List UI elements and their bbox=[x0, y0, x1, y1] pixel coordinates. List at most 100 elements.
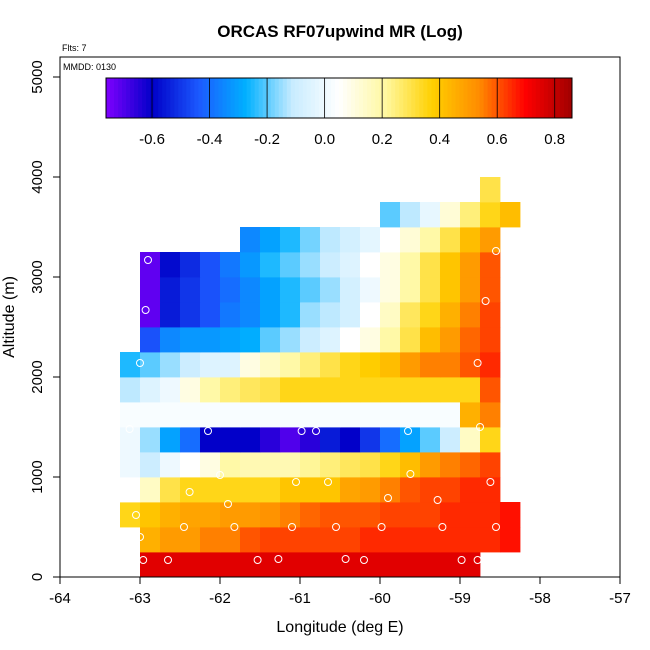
heatmap-cell-r10-c3 bbox=[200, 302, 221, 328]
heatmap-cell-r9-c2 bbox=[180, 327, 201, 353]
heatmap-cell-r2-c18 bbox=[480, 502, 501, 528]
heatmap-cell-r9-c12 bbox=[380, 327, 401, 353]
heatmap-cell-r5-c11 bbox=[340, 427, 361, 453]
heatmap-cell-r12-c7 bbox=[280, 252, 301, 278]
heatmap-cell-r5-c1 bbox=[140, 427, 161, 453]
colorbar-swatch-94 bbox=[483, 78, 489, 118]
colorbar-swatch-58 bbox=[339, 78, 344, 118]
colorbar-tick-label-7: 0.8 bbox=[544, 131, 565, 148]
heatmap-cell-r8-c7 bbox=[260, 352, 281, 378]
heatmap-cell-r2-c3 bbox=[180, 502, 201, 528]
heatmap-cell-r6-c2 bbox=[160, 402, 181, 428]
observation-point-26 bbox=[384, 494, 392, 502]
heatmap-cell-r2-c1 bbox=[140, 502, 161, 528]
heatmap-cell-r2-c2 bbox=[160, 502, 181, 528]
heatmap-cell-r4-c3 bbox=[180, 452, 201, 478]
heatmap-cell-r9-c9 bbox=[320, 327, 341, 353]
observation-points bbox=[125, 247, 500, 564]
heatmap-cell-r12-c2 bbox=[180, 252, 201, 278]
x-tick-label-1: -63 bbox=[129, 590, 151, 607]
heatmap-cell-r11-c3 bbox=[200, 277, 221, 303]
y-tick-label-0: 0 bbox=[29, 573, 46, 581]
heatmap-cell-r3-c17 bbox=[460, 477, 481, 503]
colorbar-swatch-103 bbox=[519, 78, 525, 118]
heatmap-cell-r13-c2 bbox=[280, 227, 301, 253]
heatmap-cell-r11-c8 bbox=[300, 277, 321, 303]
heatmap-cell-r1-c4 bbox=[220, 527, 241, 553]
observation-point-31 bbox=[457, 556, 466, 564]
observation-point-38 bbox=[492, 247, 500, 255]
heatmap-cell-r9-c16 bbox=[460, 327, 481, 353]
heatmap-cell-r4-c10 bbox=[320, 452, 341, 478]
heatmap-cell-r11-c6 bbox=[260, 277, 281, 303]
colorbar-swatch-80 bbox=[427, 78, 432, 118]
heatmap-cell-r5-c9 bbox=[300, 427, 321, 453]
observation-point-27 bbox=[404, 427, 412, 435]
colorbar-frame bbox=[105, 77, 573, 119]
heatmap-cell-r3-c5 bbox=[220, 477, 241, 503]
colorbar-swatch-86 bbox=[451, 78, 456, 118]
heatmap-cell-r7-c5 bbox=[220, 377, 241, 403]
heatmap-cell-r3-c8 bbox=[280, 477, 301, 503]
heatmap-cell-r13-c4 bbox=[320, 227, 341, 253]
heatmap-cell-r4-c5 bbox=[220, 452, 241, 478]
colorbar-swatch-92 bbox=[475, 78, 481, 118]
heatmap-cell-r5-c2 bbox=[160, 427, 181, 453]
heatmap-cell-r13-c3 bbox=[300, 227, 321, 253]
colorbar-swatch-62 bbox=[355, 78, 360, 118]
colorbar-swatch-49 bbox=[302, 78, 308, 118]
colorbar-swatch-53 bbox=[318, 78, 324, 118]
heatmap-cell-r9-c14 bbox=[420, 327, 441, 353]
colorbar-swatch-15 bbox=[166, 78, 171, 118]
colorbar-swatch-90 bbox=[467, 78, 473, 118]
heatmap-cell-r10-c0 bbox=[140, 302, 161, 328]
colorbar-swatch-23 bbox=[198, 78, 203, 118]
heatmap-cell-r9-c4 bbox=[220, 327, 241, 353]
heatmap-cell-r9-c6 bbox=[260, 327, 281, 353]
heatmap-cell-r4-c0 bbox=[120, 452, 141, 478]
observation-point-18 bbox=[292, 478, 300, 486]
heatmap-cell-r7-c9 bbox=[300, 377, 321, 403]
heatmap-cell-r11-c10 bbox=[340, 277, 361, 303]
heatmap-cell-r4-c8 bbox=[280, 452, 301, 478]
heatmap-cell-r10-c12 bbox=[380, 302, 401, 328]
colorbar-swatch-93 bbox=[479, 78, 485, 118]
heatmap-cell-r11-c11 bbox=[360, 277, 381, 303]
heatmap-cell-r10-c13 bbox=[400, 302, 421, 328]
heatmap-cell-r6-c15 bbox=[420, 402, 441, 428]
heatmap-cell-r2-c10 bbox=[320, 502, 341, 528]
heatmap-cell-r10-c14 bbox=[420, 302, 441, 328]
heatmap-cell-r1-c13 bbox=[400, 527, 421, 553]
heatmap-cell-r10-c1 bbox=[160, 302, 181, 328]
colorbar-swatch-24 bbox=[202, 78, 207, 118]
heatmap-cell-r6-c0 bbox=[120, 402, 141, 428]
x-tick-label-4: -60 bbox=[369, 590, 391, 607]
colorbar-swatch-41 bbox=[270, 78, 276, 118]
observation-point-37 bbox=[492, 523, 500, 531]
heatmap-cell-r7-c6 bbox=[240, 377, 261, 403]
heatmap-cell-r6-c18 bbox=[480, 402, 501, 428]
colorbar-swatch-18 bbox=[178, 78, 183, 118]
colorbar-swatch-78 bbox=[419, 78, 424, 118]
observation-point-30 bbox=[438, 523, 447, 531]
heatmap-cell-r5-c18 bbox=[480, 427, 501, 453]
heatmap-cell-r12-c17 bbox=[480, 252, 501, 278]
colorbar-swatch-19 bbox=[182, 78, 187, 118]
heatmap-cell-r11-c15 bbox=[440, 277, 461, 303]
colorbar-swatch-75 bbox=[407, 78, 412, 118]
observation-point-10 bbox=[185, 488, 194, 496]
colorbar-swatch-47 bbox=[294, 78, 300, 118]
heatmap-cell-r12-c3 bbox=[200, 252, 221, 278]
heatmap-cell-r3-c11 bbox=[340, 477, 361, 503]
heatmap-cell-r3-c15 bbox=[420, 477, 441, 503]
colorbar-swatch-4 bbox=[122, 78, 127, 118]
observation-point-11 bbox=[204, 427, 212, 435]
heatmap-cell-r8-c5 bbox=[220, 352, 241, 378]
heatmap-cell-r9-c0 bbox=[140, 327, 161, 353]
observation-point-36 bbox=[486, 478, 495, 486]
colorbar-tick-label-5: 0.4 bbox=[429, 131, 450, 148]
y-tick-label-5: 5000 bbox=[29, 60, 46, 93]
heatmap-cell-r9-c17 bbox=[480, 327, 501, 353]
colorbar-swatch-96 bbox=[491, 78, 497, 118]
heatmap-cell-r11-c17 bbox=[480, 277, 501, 303]
